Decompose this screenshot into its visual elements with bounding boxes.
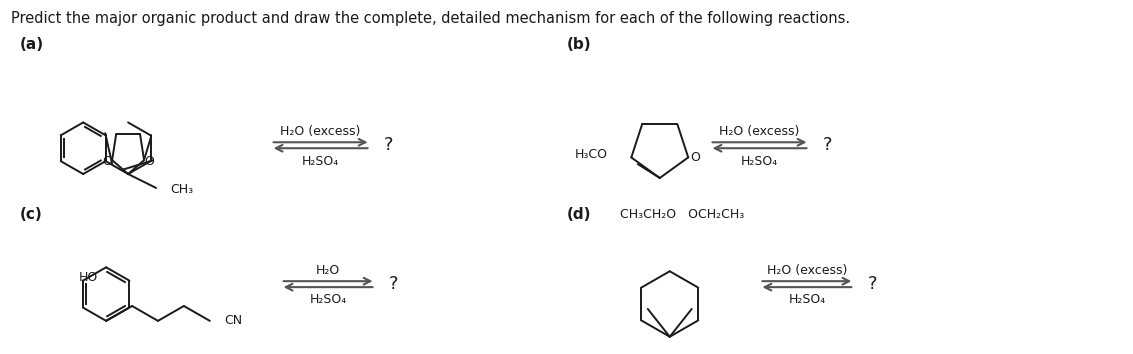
Text: ?: ?	[384, 136, 393, 154]
Text: ?: ?	[389, 275, 398, 293]
Text: Predict the major organic product and draw the complete, detailed mechanism for : Predict the major organic product and dr…	[11, 11, 851, 26]
Text: (a): (a)	[19, 36, 43, 52]
Text: H₃CO: H₃CO	[574, 148, 608, 161]
Text: (b): (b)	[566, 36, 591, 52]
Text: (c): (c)	[19, 207, 42, 222]
Text: O: O	[144, 155, 154, 168]
Text: H₂O (excess): H₂O (excess)	[719, 125, 800, 138]
Text: CH₃CH₂O   OCH₂CH₃: CH₃CH₂O OCH₂CH₃	[620, 208, 744, 221]
Text: H₂O (excess): H₂O (excess)	[280, 125, 360, 138]
Text: O: O	[690, 151, 700, 164]
Text: H₂O (excess): H₂O (excess)	[767, 264, 847, 277]
Text: H₂O: H₂O	[316, 264, 340, 277]
Text: H₂SO₄: H₂SO₄	[741, 155, 778, 168]
Text: H₂SO₄: H₂SO₄	[309, 292, 347, 306]
Text: ?: ?	[868, 275, 877, 293]
Text: (d): (d)	[566, 207, 591, 222]
Text: H₂SO₄: H₂SO₄	[303, 155, 339, 168]
Text: CN: CN	[223, 314, 241, 327]
Text: ?: ?	[823, 136, 832, 154]
Text: CH₃: CH₃	[170, 183, 193, 196]
Text: O: O	[102, 155, 112, 168]
Text: HO: HO	[78, 271, 97, 284]
Text: H₂SO₄: H₂SO₄	[789, 292, 826, 306]
